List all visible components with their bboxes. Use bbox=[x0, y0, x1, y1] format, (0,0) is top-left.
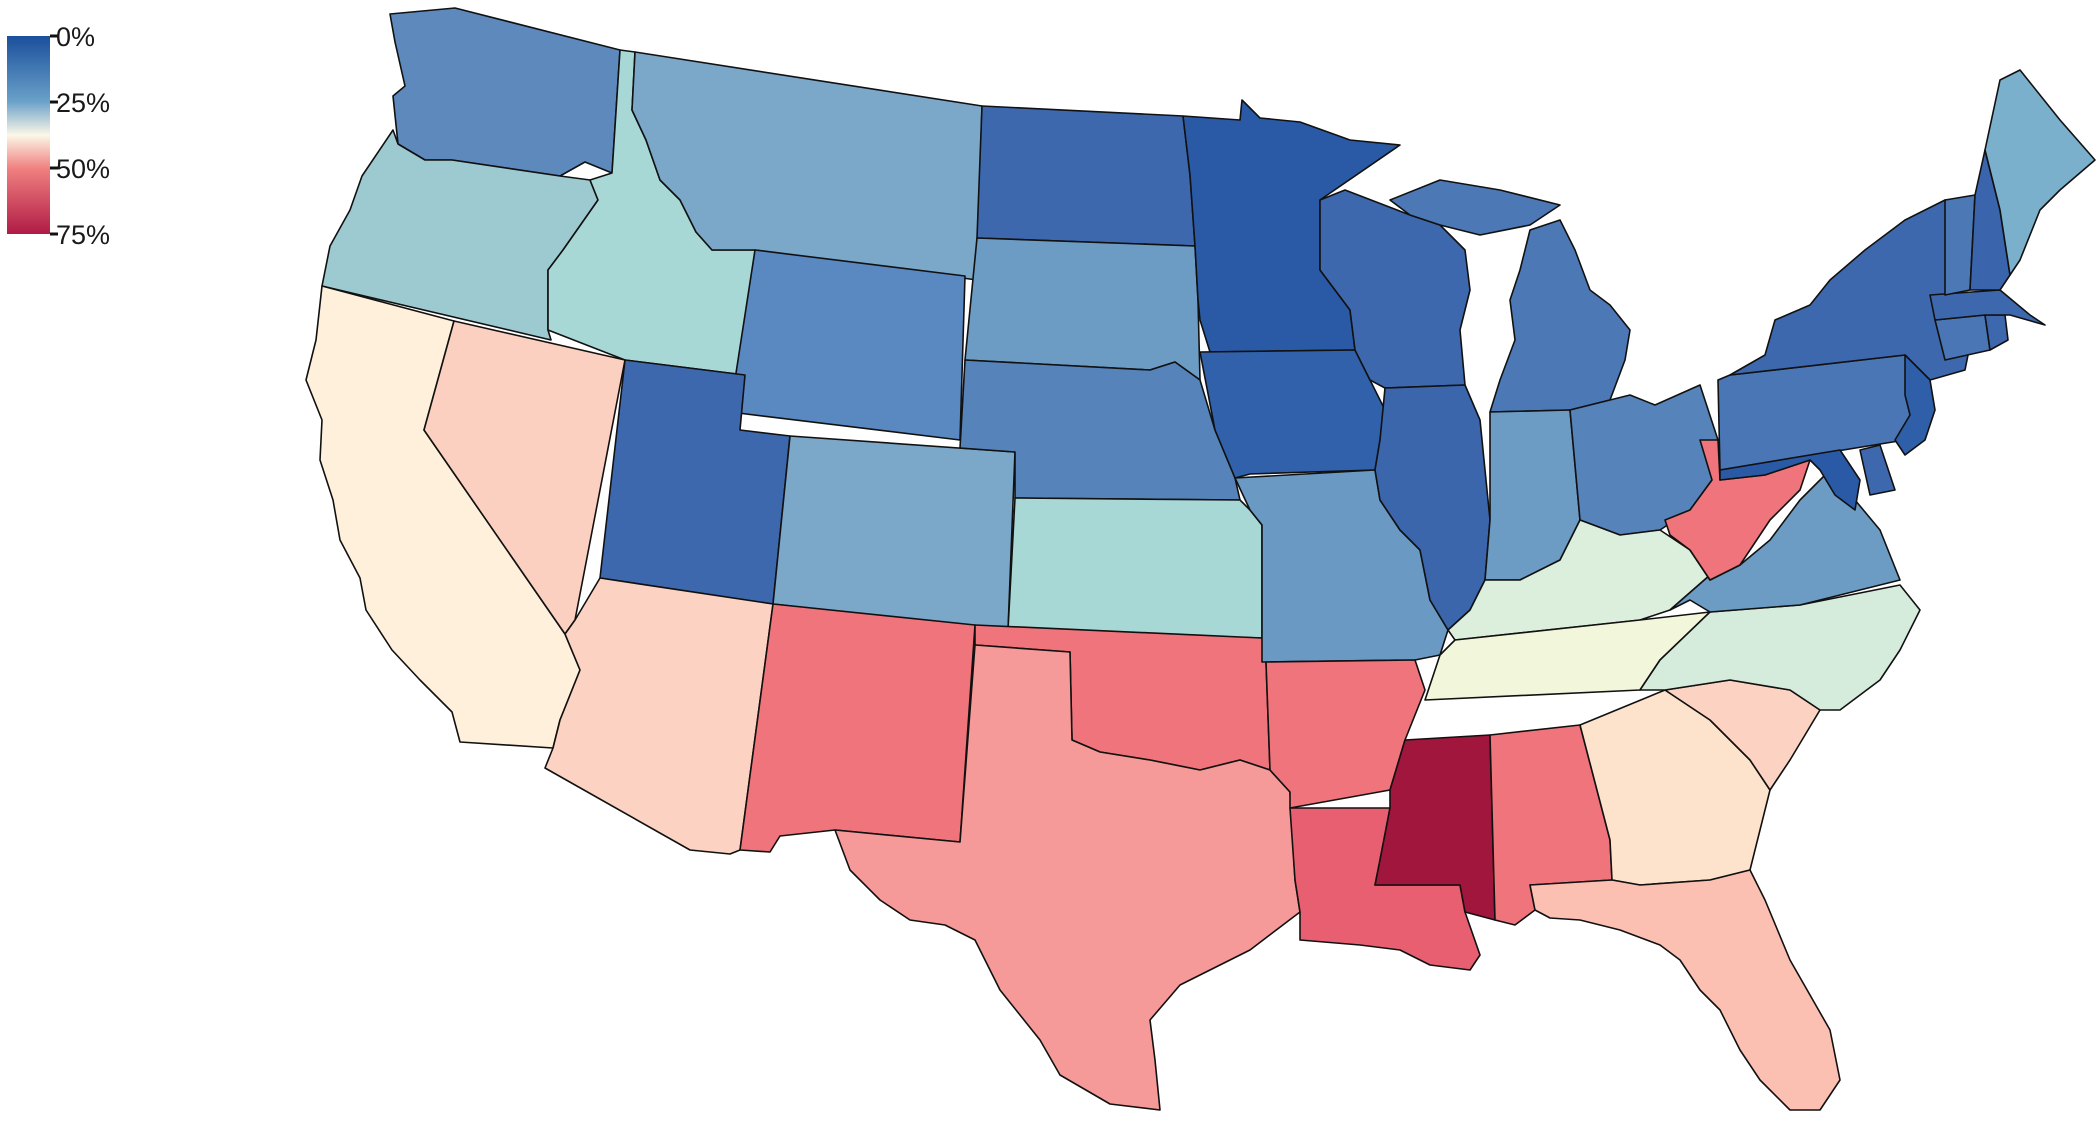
state-FL bbox=[1529, 869, 1841, 1111]
state-RI bbox=[1984, 314, 2009, 351]
state-CT bbox=[1934, 314, 1991, 361]
state-MD bbox=[1719, 449, 1861, 511]
state-CO bbox=[772, 435, 1016, 631]
state-SD bbox=[964, 237, 1201, 381]
legend: 0% 25% 50% 75% bbox=[7, 22, 110, 250]
legend-label-0: 0% bbox=[56, 22, 95, 52]
state-DE bbox=[1859, 444, 1896, 496]
state-WA bbox=[389, 7, 621, 177]
legend-label-2: 50% bbox=[56, 154, 110, 184]
legend-label-1: 25% bbox=[56, 88, 110, 118]
state-NJ bbox=[1894, 354, 1936, 456]
legend-label-3: 75% bbox=[56, 220, 110, 250]
state-AZ bbox=[544, 577, 774, 855]
state-MI bbox=[1389, 179, 1631, 413]
state-IL bbox=[1374, 384, 1491, 631]
state-IA bbox=[1199, 349, 1386, 479]
states-layer bbox=[305, 7, 2096, 1111]
state-ME bbox=[1984, 69, 2096, 276]
state-NY bbox=[1729, 199, 1971, 381]
state-TX bbox=[834, 644, 1301, 1111]
legend-color-bar bbox=[7, 36, 50, 234]
state-WY bbox=[729, 249, 966, 441]
state-NM bbox=[739, 603, 976, 853]
state-MA bbox=[1929, 289, 2046, 326]
state-KS bbox=[1007, 497, 1263, 639]
state-VA bbox=[1669, 469, 1901, 613]
state-ND bbox=[976, 105, 1196, 247]
